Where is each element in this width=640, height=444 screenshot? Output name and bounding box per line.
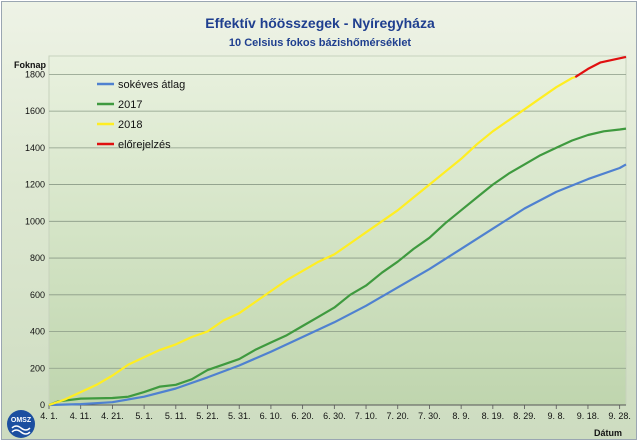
x-tick-label: 7. 30. bbox=[418, 411, 441, 421]
y-tick-label: 1000 bbox=[25, 216, 45, 226]
x-tick-label: 6. 30. bbox=[323, 411, 346, 421]
x-axis-label: Dátum bbox=[594, 428, 622, 438]
y-tick-label: 1800 bbox=[25, 69, 45, 79]
y-tick-label: 1400 bbox=[25, 143, 45, 153]
series-line bbox=[574, 55, 627, 79]
x-tick-label: 7. 10. bbox=[355, 411, 378, 421]
legend-label: sokéves átlag bbox=[118, 79, 185, 91]
x-tick-label: 9. 8. bbox=[547, 411, 565, 421]
y-tick-label: 600 bbox=[30, 290, 45, 300]
chart-title: Effektív hőösszegek - Nyíregyháza bbox=[205, 15, 435, 31]
x-tick-label: 7. 20. bbox=[386, 411, 409, 421]
x-tick-label: 9. 28. bbox=[608, 411, 631, 421]
logo-text: OMSZ bbox=[11, 417, 32, 424]
x-tick-label: 6. 10. bbox=[260, 411, 283, 421]
y-axis-label: Foknap bbox=[14, 60, 47, 70]
x-tick-label: 4. 21. bbox=[101, 411, 124, 421]
chart-subtitle: 10 Celsius fokos bázishőmérséklet bbox=[229, 37, 412, 49]
series-lines bbox=[48, 55, 627, 407]
y-tick-label: 400 bbox=[30, 327, 45, 337]
series-line bbox=[48, 127, 627, 407]
x-tick-label: 5. 1. bbox=[135, 411, 153, 421]
x-tick-label: 8. 29. bbox=[513, 411, 536, 421]
plot-area bbox=[48, 55, 627, 406]
y-tick-labels: 0 200 400 600 800 1000 1200 1400 1600 1800 bbox=[25, 69, 45, 410]
x-tick-label: 5. 21. bbox=[196, 411, 219, 421]
chart-svg: Effektív hőösszegek - Nyíregyháza 10 Cel… bbox=[7, 15, 631, 438]
x-tick-label: 4. 1. bbox=[40, 411, 58, 421]
y-tick-label: 200 bbox=[30, 363, 45, 373]
y-tick-label: 1200 bbox=[25, 180, 45, 190]
y-tick-label: 800 bbox=[30, 253, 45, 263]
x-tick-label: 5. 31. bbox=[228, 411, 251, 421]
legend: sokéves átlag 2017 2018 előrejelzés bbox=[97, 79, 185, 151]
x-tick-label: 5. 11. bbox=[165, 411, 187, 421]
series-line bbox=[48, 76, 576, 407]
x-tick-label: 6. 20. bbox=[291, 411, 314, 421]
x-tick-label: 9. 18. bbox=[577, 411, 600, 421]
x-tick-labels: 4. 1. 4. 11. 4. 21. 5. 1. 5. 11. 5. 21. 5. 31.… bbox=[40, 411, 631, 421]
omsz-logo: OMSZ bbox=[7, 410, 35, 438]
x-tick-label: 4. 11. bbox=[70, 411, 92, 421]
legend-label: előrejelzés bbox=[118, 139, 171, 151]
x-tick-label: 8. 9. bbox=[452, 411, 470, 421]
x-tick-label: 8. 19. bbox=[482, 411, 505, 421]
series-line bbox=[48, 163, 627, 407]
grid-lines bbox=[48, 73, 626, 409]
y-tick-label: 1600 bbox=[25, 106, 45, 116]
y-tick-label: 0 bbox=[40, 400, 45, 410]
legend-label: 2018 bbox=[118, 119, 142, 131]
legend-label: 2017 bbox=[118, 99, 142, 111]
